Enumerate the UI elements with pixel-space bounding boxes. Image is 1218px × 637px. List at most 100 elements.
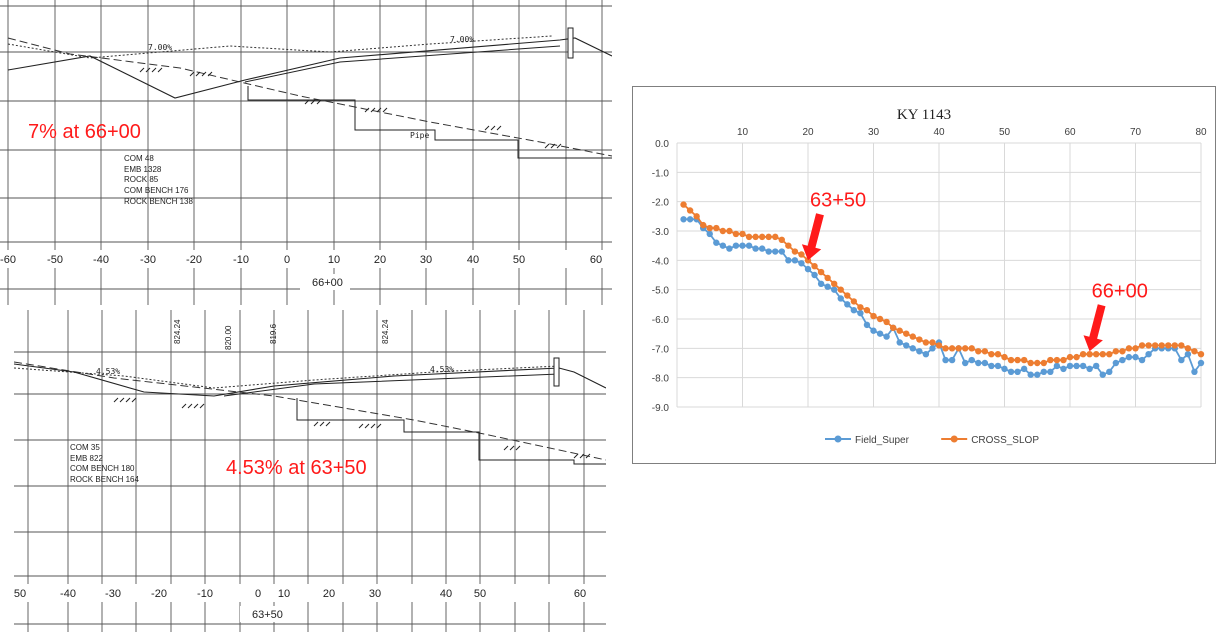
data-point bbox=[1125, 353, 1133, 361]
data-point bbox=[981, 359, 989, 367]
data-point bbox=[948, 345, 956, 352]
data-point bbox=[929, 339, 936, 346]
data-point bbox=[942, 356, 949, 364]
data-point bbox=[968, 345, 975, 352]
offset-tick-label: -20 bbox=[151, 588, 167, 600]
series-cross-slop bbox=[680, 201, 1205, 367]
x-tick-label: 30 bbox=[868, 127, 880, 138]
data-point bbox=[837, 286, 844, 293]
data-point bbox=[1106, 351, 1113, 358]
offset-tick-label: 60 bbox=[574, 588, 586, 600]
elevation-labels: 824.24 820.00 819.6 824.24 bbox=[173, 319, 390, 350]
data-point bbox=[916, 336, 923, 343]
data-point bbox=[876, 315, 884, 323]
legend-entry: Field_Super bbox=[825, 435, 910, 446]
data-point bbox=[1014, 356, 1021, 364]
data-point bbox=[1197, 359, 1205, 367]
quantity-line: ROCK BENCH 138 bbox=[124, 197, 193, 206]
data-point bbox=[1184, 345, 1192, 352]
existing-ground-line bbox=[7, 37, 613, 157]
offset-tick-label: -40 bbox=[93, 254, 109, 266]
data-point bbox=[1132, 345, 1139, 352]
data-point bbox=[922, 339, 930, 346]
y-tick-label: -3.0 bbox=[652, 227, 670, 238]
data-point bbox=[1073, 362, 1080, 370]
offset-tick-label: -10 bbox=[197, 588, 213, 600]
data-point bbox=[811, 263, 818, 270]
data-point bbox=[994, 351, 1002, 358]
data-point bbox=[1034, 371, 1041, 378]
data-point bbox=[1086, 351, 1093, 358]
data-point bbox=[719, 242, 727, 249]
x-tick-label: 50 bbox=[999, 127, 1011, 138]
data-point bbox=[1053, 356, 1061, 364]
data-point bbox=[876, 330, 884, 337]
quantity-table: COM 35 EMB 822 COM BENCH 180 ROCK BENCH … bbox=[70, 443, 139, 484]
offset-tick-label: 40 bbox=[467, 254, 479, 266]
data-point bbox=[713, 224, 720, 232]
y-tick-label: 0.0 bbox=[655, 139, 669, 150]
data-point bbox=[686, 207, 694, 214]
y-tick-label: -8.0 bbox=[652, 374, 670, 385]
data-point bbox=[732, 230, 740, 238]
data-point bbox=[1034, 359, 1041, 367]
offset-tick-label: 20 bbox=[374, 254, 386, 266]
data-point bbox=[883, 333, 890, 340]
data-point bbox=[680, 216, 687, 223]
x-tick-label: 70 bbox=[1130, 127, 1142, 138]
data-point bbox=[791, 257, 799, 264]
data-point bbox=[1093, 362, 1100, 370]
data-point bbox=[785, 242, 792, 249]
x-tick-label: 10 bbox=[737, 127, 749, 138]
x-tick-label: 40 bbox=[933, 127, 945, 138]
data-point bbox=[1125, 345, 1133, 352]
chart-panel: KY 1143 0.0 -1.0 -2.0 -3.0 -4.0 -5.0 -6.0 -7.0 -… bbox=[632, 86, 1216, 464]
data-point bbox=[706, 224, 713, 232]
elevation-label: 820.00 bbox=[224, 325, 233, 350]
data-point bbox=[955, 345, 962, 352]
offset-tick-label: -20 bbox=[186, 254, 202, 266]
data-point bbox=[1020, 365, 1028, 373]
station-label: 66+00 bbox=[312, 277, 343, 289]
slope-label-right: 7.00% bbox=[450, 35, 474, 44]
quantity-line: ROCK BENCH 164 bbox=[70, 475, 139, 484]
data-point bbox=[994, 362, 1002, 370]
data-point bbox=[857, 304, 864, 311]
data-point bbox=[909, 345, 916, 352]
data-point bbox=[850, 307, 858, 314]
arrow-shape bbox=[801, 213, 824, 261]
bench-steps bbox=[247, 86, 612, 159]
chart-title: KY 1143 bbox=[897, 107, 951, 123]
data-point bbox=[1014, 368, 1021, 375]
data-point bbox=[798, 251, 805, 258]
data-point bbox=[765, 248, 772, 255]
chart-annotations: 63+50 66+00 bbox=[801, 189, 1148, 352]
legend-marker bbox=[834, 435, 842, 443]
data-point bbox=[732, 242, 740, 249]
data-point bbox=[680, 201, 687, 208]
data-point bbox=[1151, 342, 1159, 349]
x-tick-label: 20 bbox=[802, 127, 814, 138]
data-point bbox=[719, 227, 727, 235]
data-point bbox=[745, 233, 753, 241]
offset-tick-label: 50 bbox=[474, 588, 486, 600]
data-point bbox=[1093, 351, 1100, 358]
data-point bbox=[772, 233, 779, 241]
data-point bbox=[1066, 362, 1074, 370]
slope-label-right: 4.53% bbox=[430, 365, 454, 374]
quantity-line: COM BENCH 176 bbox=[124, 186, 189, 195]
data-point bbox=[831, 280, 838, 287]
quantity-line: EMB 1328 bbox=[124, 165, 162, 174]
existing-ground-dotted bbox=[7, 35, 553, 59]
chart-tick-labels: 0.0 -1.0 -2.0 -3.0 -4.0 -5.0 -6.0 -7.0 -8.0 -9.0 1… bbox=[652, 127, 1207, 414]
data-point bbox=[909, 333, 916, 340]
station-label: 63+50 bbox=[252, 609, 283, 621]
data-point bbox=[745, 242, 753, 249]
offset-tick-label: 0 bbox=[255, 588, 261, 600]
data-point bbox=[896, 339, 903, 346]
annotation-arrow: 66+00 bbox=[1083, 280, 1148, 352]
data-point bbox=[1060, 356, 1067, 364]
section-grid bbox=[14, 310, 606, 632]
data-point bbox=[778, 236, 785, 243]
data-point bbox=[752, 245, 759, 252]
